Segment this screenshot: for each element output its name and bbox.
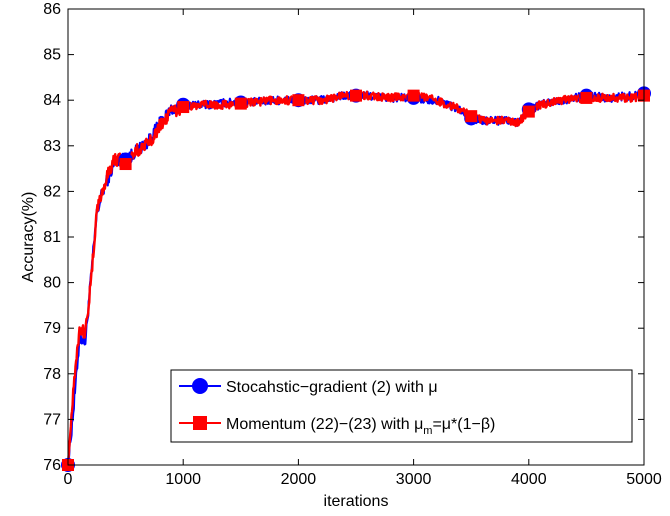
y-tick-label: 80 [43,275,61,292]
legend-marker-series-1 [192,378,208,394]
x-tick-label: 0 [64,471,73,488]
series-marker [350,89,362,102]
y-tick-label: 84 [43,92,61,109]
series-marker [580,91,593,104]
series-marker [119,158,132,171]
x-tick-label: 3000 [396,471,432,488]
tick-layer: 0 1000 2000 3000 4000 5000 76 77 78 79 80 81 82 83 84 8… [43,1,662,488]
x-tick-label: 5000 [626,471,662,488]
series-marker [465,110,478,123]
series-marker [522,105,535,118]
y-tick-label: 86 [43,1,61,18]
y-tick-label: 83 [43,138,61,155]
legend-label-series-2-tail: =μ*(1−β) [432,416,495,433]
legend-label-series-2-main: Momentum (22)−(23) with μ [226,416,423,433]
series-marker [234,97,247,110]
x-axis-title: iterations [324,493,389,510]
y-axis-title: Accuracy(%) [20,192,37,283]
series-marker [292,94,305,107]
legend-marker-series-2 [193,416,207,430]
series-marker [177,101,190,114]
y-tick-label: 82 [43,183,61,200]
legend-box [170,369,633,443]
x-tick-label: 1000 [165,471,201,488]
x-tick-label: 4000 [511,471,547,488]
legend-label-series-2-sub: m [423,425,432,437]
y-tick-label: 76 [43,457,61,474]
y-tick-label: 79 [43,320,61,337]
legend-label-series-2: Momentum (22)−(23) with μm=μ*(1−β) [226,416,495,437]
legend-label-series-1: Stocahstic−gradient (2) with μ [226,379,438,396]
y-tick-label: 77 [43,411,61,428]
x-tick-label: 2000 [281,471,317,488]
legend: Stocahstic−gradient (2) with μ Momentum … [170,369,633,443]
y-tick-label: 78 [43,366,61,383]
plot-frame [67,8,645,466]
series-marker [407,89,420,102]
y-tick-label: 81 [43,229,61,246]
y-tick-label: 85 [43,47,61,64]
